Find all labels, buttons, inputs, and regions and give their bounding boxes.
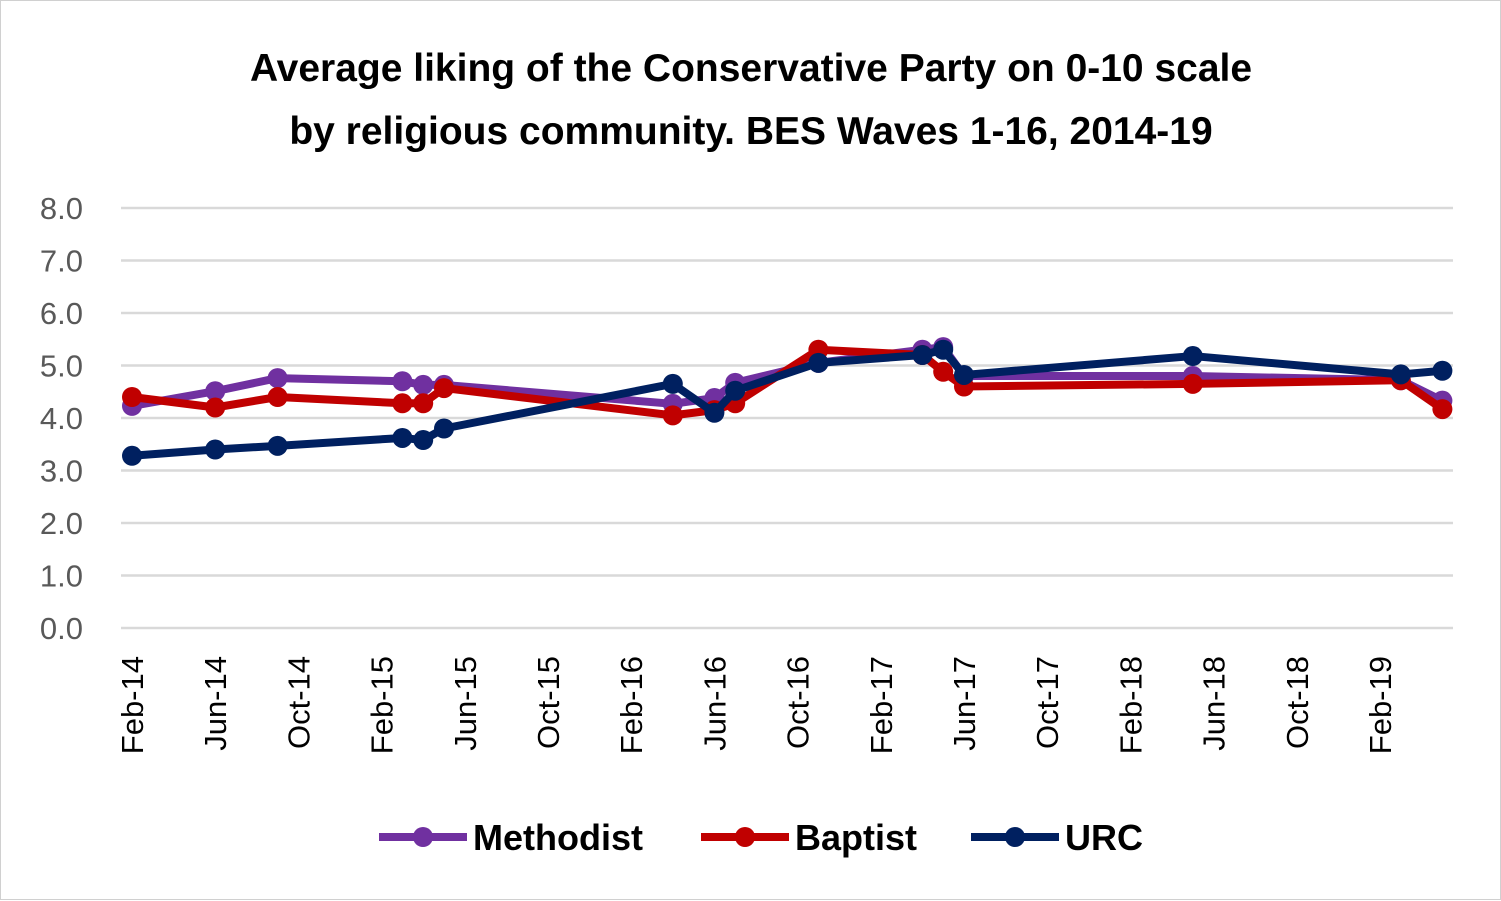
data-point [267,368,288,389]
x-tick-label: Oct-14 [281,656,316,749]
y-tick-label: 8.0 [40,191,83,226]
data-point [267,435,288,456]
chart-title-line-1: Average liking of the Conservative Party… [250,47,1252,90]
x-tick-label: Feb-14 [115,656,150,754]
data-point [704,402,725,423]
y-tick-label: 5.0 [40,349,83,384]
y-tick-label: 7.0 [40,244,83,279]
x-tick-label: Jun-17 [947,656,982,751]
data-point [413,374,434,395]
x-tick-label: Oct-16 [781,656,816,749]
y-tick-label: 3.0 [40,454,83,489]
data-point [392,371,413,392]
data-point [725,380,746,401]
legend-label: Methodist [473,817,643,858]
x-tick-label: Oct-18 [1280,656,1315,749]
legend-item-urc: URC [971,817,1143,858]
data-point [392,427,413,448]
data-point [662,405,683,426]
data-point [413,393,434,414]
data-point [434,378,454,399]
x-tick-label: Feb-15 [365,656,400,754]
legend-marker [413,827,433,847]
y-tick-label: 4.0 [40,401,83,436]
y-tick-label: 0.0 [40,611,83,646]
data-point [205,439,226,460]
data-point [392,393,413,414]
data-point [1390,364,1411,385]
legend-label: Baptist [795,817,917,858]
data-point [413,430,434,451]
data-point [1182,346,1203,367]
data-point [205,381,226,402]
series-urc [122,339,1453,466]
y-tick-label: 1.0 [40,559,83,594]
x-tick-label: Jun-16 [697,656,732,751]
data-point [1432,360,1453,381]
data-point [912,345,933,365]
x-tick-label: Feb-17 [864,656,899,754]
data-point [434,418,454,439]
data-point [1432,399,1453,420]
x-tick-label: Jun-15 [448,656,483,751]
data-point [808,352,829,373]
data-point [933,339,954,360]
series-line [131,345,1443,460]
data-point [1182,373,1203,394]
x-tick-label: Feb-19 [1363,656,1398,754]
data-point [122,445,142,466]
x-tick-label: Oct-17 [1030,656,1065,749]
y-tick-label: 2.0 [40,506,83,541]
legend-item-baptist: Baptist [701,817,917,858]
legend-marker [735,827,755,847]
data-point [205,397,226,418]
x-tick-label: Feb-16 [614,656,649,754]
data-point [933,361,954,382]
x-tick-label: Jun-14 [198,656,233,751]
chart-title-line-2: by religious community. BES Waves 1-16, … [289,110,1212,153]
y-tick-label: 6.0 [40,296,83,331]
x-tick-label: Oct-15 [531,656,566,749]
data-point [954,364,974,385]
data-point [662,373,683,394]
data-point [122,387,142,407]
series-line [131,343,1445,410]
legend-marker [1005,827,1025,847]
x-tick-label: Jun-18 [1197,656,1232,751]
data-point [267,387,288,407]
x-tick-label: Feb-18 [1113,656,1148,754]
legend-label: URC [1065,817,1143,858]
legend-item-methodist: Methodist [379,817,643,858]
